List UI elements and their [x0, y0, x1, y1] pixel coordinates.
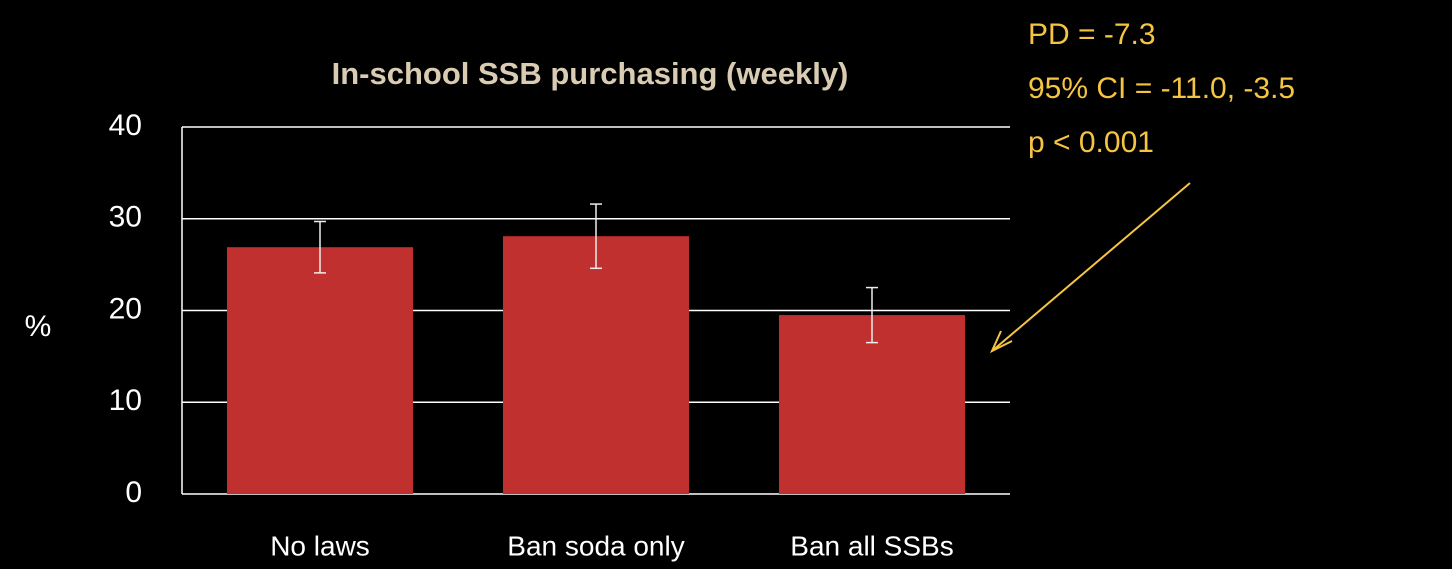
bar	[226, 247, 414, 494]
error-bar	[314, 220, 326, 274]
x-tick-label: Ban soda only	[507, 530, 684, 561]
y-tick-label: 10	[109, 384, 142, 417]
x-tick-label: No laws	[270, 530, 370, 561]
annotation-arrow	[991, 182, 1191, 352]
annotation: 95% CI = -11.0, -3.5	[1028, 72, 1295, 105]
error-bar	[866, 286, 878, 344]
error-bar	[590, 203, 602, 270]
x-tick-label: Ban all SSBs	[790, 530, 953, 561]
annotation: p < 0.001	[1028, 126, 1154, 159]
annotation: PD = -7.3	[1028, 18, 1156, 51]
y-axis-label: %	[25, 310, 52, 343]
y-tick-label: 30	[109, 201, 142, 234]
y-tick-label: 20	[109, 292, 142, 325]
y-tick-label: 40	[109, 109, 142, 142]
bar	[778, 315, 966, 494]
arrow-head	[989, 330, 1013, 354]
y-tick-label: 0	[125, 476, 142, 509]
chart-title: In-school SSB purchasing (weekly)	[332, 56, 849, 91]
bar	[502, 236, 690, 494]
